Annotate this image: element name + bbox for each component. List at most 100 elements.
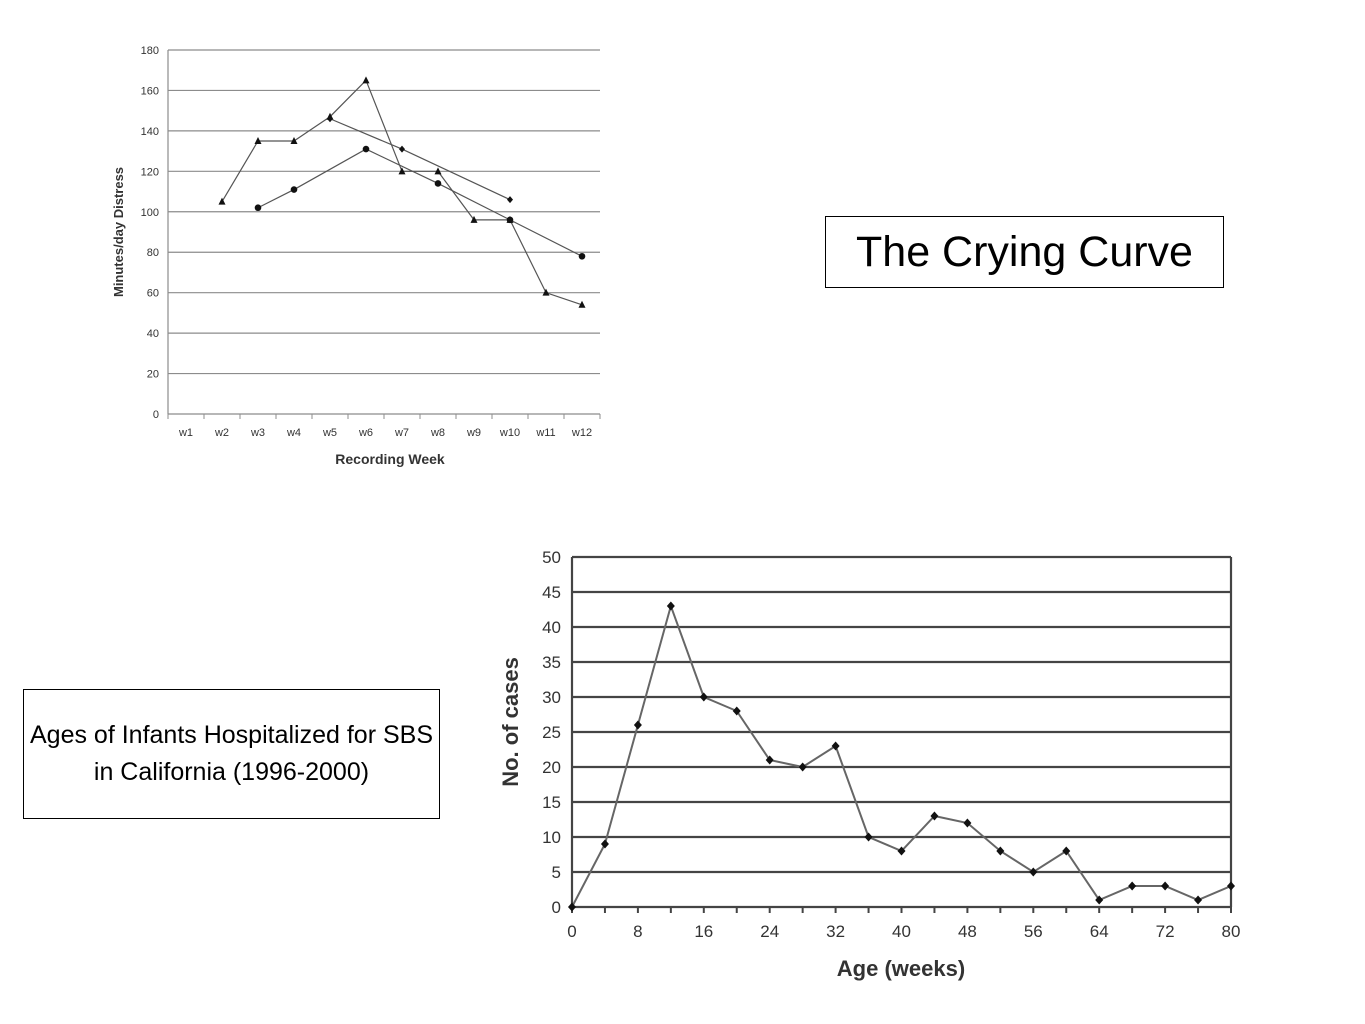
chart2-point bbox=[765, 755, 774, 765]
chart1-x-tick-label: w7 bbox=[394, 427, 409, 439]
chart1-point-circle bbox=[578, 252, 586, 260]
chart1-y-tick-label: 180 bbox=[141, 45, 159, 57]
chart2-x-tick-label: 32 bbox=[826, 922, 845, 941]
chart1-x-tick-label: w6 bbox=[358, 427, 373, 439]
chart2-x-tick-label: 48 bbox=[958, 922, 977, 941]
chart2-y-tick-label: 25 bbox=[542, 723, 561, 742]
chart2-point bbox=[831, 741, 840, 751]
chart1-point-diamond bbox=[399, 145, 405, 153]
chart2-x-tick-labels: 0 8 16 24 32 40 48 56 64 72 80 bbox=[567, 922, 1240, 941]
chart1-point-circle bbox=[290, 186, 298, 193]
chart2-x-tick-label: 0 bbox=[567, 922, 576, 941]
chart1-x-tick-label: w3 bbox=[250, 427, 265, 439]
chart2-x-tick-label: 16 bbox=[694, 922, 713, 941]
chart1-y-tick-label: 100 bbox=[141, 207, 159, 219]
chart1-x-tick-label: w8 bbox=[430, 427, 445, 439]
chart1-y-tick-label: 160 bbox=[141, 85, 159, 97]
chart2-y-tick-labels: 0 5 10 15 20 25 30 35 40 45 50 bbox=[542, 548, 561, 917]
chart1-x-tick-label: w11 bbox=[535, 427, 555, 439]
chart1-y-tick-label: 80 bbox=[147, 247, 159, 259]
chart2-point bbox=[1029, 867, 1038, 877]
chart2-x-tick-label: 24 bbox=[760, 922, 779, 941]
chart2-x-tick-label: 40 bbox=[892, 922, 911, 941]
chart1-y-tick-label: 0 bbox=[153, 409, 159, 421]
chart1-x-tick-label: w9 bbox=[466, 427, 481, 439]
chart1-y-tick-label: 140 bbox=[141, 126, 159, 138]
chart2-point bbox=[798, 762, 807, 772]
chart1-x-tick-label: w5 bbox=[322, 427, 337, 439]
chart2-y-tick-label: 10 bbox=[542, 828, 561, 847]
chart1-series bbox=[218, 76, 586, 308]
chart1-point-diamond bbox=[507, 196, 513, 204]
chart1-y-tick-label: 40 bbox=[147, 328, 159, 340]
chart2-x-axis-label: Age (weeks) bbox=[837, 956, 965, 981]
chart1-point-triangle bbox=[218, 197, 226, 205]
chart2-point bbox=[1194, 895, 1203, 905]
chart2-point bbox=[600, 839, 609, 849]
chart1-x-tick-label: w1 bbox=[178, 427, 193, 439]
chart2-series-line bbox=[571, 602, 1232, 908]
chart2-x-tick-label: 72 bbox=[1156, 922, 1175, 941]
chart1-point-triangle bbox=[470, 215, 478, 223]
chart1-point-circle bbox=[506, 216, 514, 224]
chart2-y-tick-label: 0 bbox=[552, 898, 561, 917]
chart2-y-tick-label: 45 bbox=[542, 583, 561, 602]
chart2-point bbox=[633, 720, 642, 730]
chart1-x-tick-label: w10 bbox=[499, 427, 520, 439]
chart2-point bbox=[732, 706, 741, 716]
chart-caption: Ages of Infants Hospitalized for SBS in … bbox=[23, 689, 440, 819]
chart2-y-tick-label: 35 bbox=[542, 653, 561, 672]
chart2-y-tick-label: 5 bbox=[552, 863, 561, 882]
chart2-gridlines bbox=[570, 555, 1233, 913]
chart2-point bbox=[1161, 881, 1170, 891]
chart2-point bbox=[996, 846, 1005, 856]
chart1-y-tick-label: 20 bbox=[147, 369, 159, 381]
chart2-y-tick-label: 15 bbox=[542, 793, 561, 812]
chart1-x-tick-label: w4 bbox=[286, 427, 301, 439]
chart1-series-line bbox=[257, 148, 583, 257]
chart1-point-circle bbox=[254, 204, 262, 212]
chart2-point bbox=[897, 846, 906, 856]
slide-title: The Crying Curve bbox=[825, 216, 1224, 288]
chart2-y-tick-label: 40 bbox=[542, 618, 561, 637]
chart2-point bbox=[699, 692, 708, 702]
chart1-point-diamond bbox=[327, 115, 333, 123]
chart1-point-triangle bbox=[434, 167, 442, 175]
chart1-point-triangle bbox=[362, 76, 370, 84]
chart2-y-tick-label: 50 bbox=[542, 548, 561, 567]
chart1-x-axis-label: Recording Week bbox=[335, 451, 445, 467]
chart2-point bbox=[963, 818, 972, 828]
chart1-y-tick-label: 60 bbox=[147, 288, 159, 300]
chart2-point bbox=[1128, 881, 1137, 891]
chart2-point bbox=[568, 902, 576, 912]
chart2-y-tick-label: 20 bbox=[542, 758, 561, 777]
chart1-x-tick-label: w2 bbox=[214, 427, 229, 439]
chart1-y-tick-labels: 0 20 40 60 80 100 120 140 160 180 bbox=[141, 45, 159, 421]
chart2-x-tick-label: 80 bbox=[1222, 922, 1241, 941]
chart1-point-triangle bbox=[290, 137, 298, 144]
chart2-point bbox=[930, 811, 939, 821]
chart1-point-circle bbox=[362, 145, 370, 153]
chart2-point bbox=[864, 832, 873, 842]
chart2-x-tick-label: 8 bbox=[633, 922, 642, 941]
chart2-y-axis-label: No. of cases bbox=[498, 657, 523, 787]
chart1-point-triangle bbox=[398, 167, 406, 175]
chart1-x-tick-label: w12 bbox=[571, 427, 592, 439]
chart2-point bbox=[1062, 846, 1071, 856]
chart1-x-tick-labels: w1 w2 w3 w4 w5 w6 w7 w8 w9 w10 w11 w12 bbox=[178, 427, 592, 439]
chart1-point-triangle bbox=[254, 137, 262, 144]
chart1-y-axis-label: Minutes/day Distress bbox=[111, 167, 126, 297]
chart1-point-triangle bbox=[542, 288, 550, 296]
chart2-point bbox=[666, 601, 675, 611]
chart2-point bbox=[1095, 895, 1104, 905]
chart2-x-tick-label: 56 bbox=[1024, 922, 1043, 941]
chart1-y-tick-label: 120 bbox=[141, 166, 159, 178]
chart2-x-tick-label: 64 bbox=[1090, 922, 1109, 941]
chart2-y-tick-label: 30 bbox=[542, 688, 561, 707]
chart1-point-triangle bbox=[578, 300, 586, 308]
chart2-point bbox=[1227, 881, 1235, 891]
chart1-point-circle bbox=[434, 180, 442, 187]
chart2-series bbox=[568, 601, 1235, 912]
